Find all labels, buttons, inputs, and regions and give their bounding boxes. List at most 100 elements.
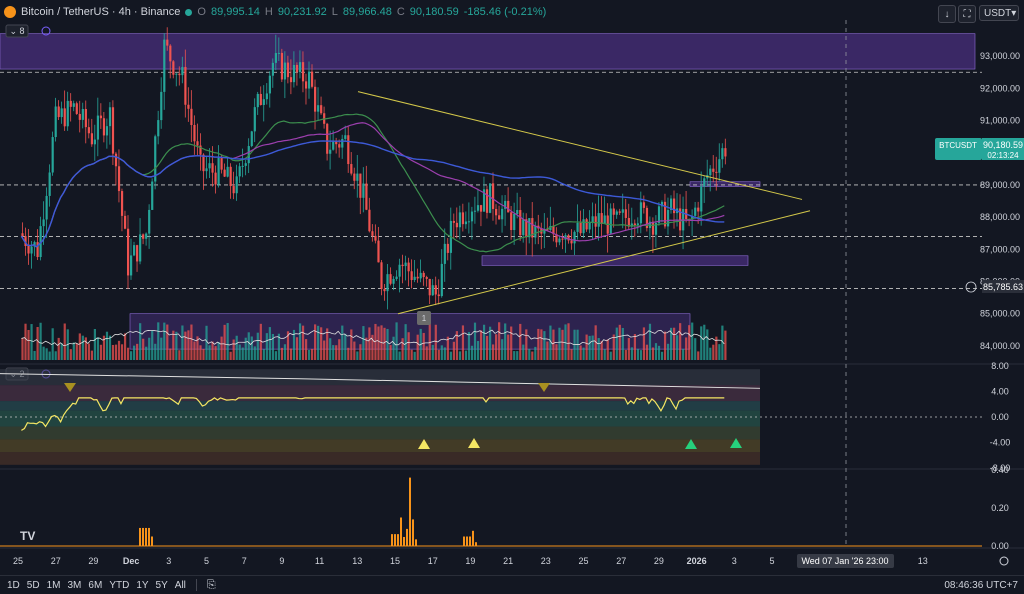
timeframe-3m[interactable]: 3M <box>67 579 82 591</box>
candle-body <box>244 163 247 166</box>
histogram-bar <box>142 527 144 546</box>
candle-body <box>75 103 78 114</box>
volume-bar <box>594 325 597 360</box>
candle-body <box>380 262 383 289</box>
timeframe-1m[interactable]: 1M <box>46 579 61 591</box>
volume-bar <box>99 344 103 360</box>
candle-body <box>148 209 151 234</box>
oscillator-tick: -8.00 <box>990 463 1011 473</box>
candle-body <box>697 207 700 212</box>
candle-body <box>311 71 314 87</box>
symbol-title[interactable]: Bitcoin / TetherUS · 4h · Binance <box>21 6 181 18</box>
timeframe-buttons: 1D 5D 1M 3M 6M YTD 1Y 5Y All <box>0 580 186 591</box>
volume-bar <box>220 336 223 360</box>
candle-body <box>308 71 311 89</box>
low-value: 89,966.48 <box>342 6 392 18</box>
candle-body <box>45 195 48 220</box>
candle-body <box>111 107 115 154</box>
candle-body <box>84 108 87 128</box>
volume-bar <box>96 337 100 360</box>
histogram-bar <box>469 536 471 546</box>
breakout-zone <box>689 181 761 187</box>
candle-body <box>36 242 39 258</box>
volume-bar <box>335 345 338 360</box>
volume-bar <box>561 329 564 360</box>
oscillator-line <box>21 397 725 431</box>
candle-body <box>317 105 320 112</box>
support-zone <box>481 255 749 266</box>
candle-body <box>630 223 633 227</box>
candle-body <box>344 135 347 139</box>
volume-bar <box>470 345 474 360</box>
timeframe-all[interactable]: All <box>174 579 186 591</box>
timeframe-1y[interactable]: 1Y <box>136 579 149 591</box>
download-icon[interactable]: ↓ <box>938 5 956 23</box>
candle-body <box>715 171 718 173</box>
bottom-toolbar: 1D 5D 1M 3M 6M YTD 1Y 5Y All ⎘ 08:46:36 UTC+7 <box>0 575 1024 594</box>
price-tick: 88,000.00 <box>980 212 1020 222</box>
volume-bar <box>676 335 679 360</box>
candle-body <box>320 105 323 114</box>
timeframe-5d[interactable]: 5D <box>26 579 40 591</box>
x-axis-tick: 5 <box>204 556 209 566</box>
timeframe-6m[interactable]: 6M <box>88 579 103 591</box>
candle-body <box>700 186 703 212</box>
volume-bar <box>157 322 160 360</box>
volume-bar <box>374 323 377 360</box>
volume-bar <box>136 343 139 360</box>
low-label: L <box>331 6 338 18</box>
histogram-tick: 0.40 <box>991 465 1009 475</box>
x-axis-tick: 27 <box>51 556 61 566</box>
volume-bar <box>552 329 555 360</box>
candle-body <box>588 222 591 230</box>
volume-bar <box>461 325 465 360</box>
oscillator-band <box>0 452 760 465</box>
volume-bar <box>425 346 428 360</box>
volume-bar <box>298 323 302 360</box>
timeframe-ytd[interactable]: YTD <box>109 579 130 591</box>
candle-body <box>232 186 235 194</box>
bullish-signal-icon <box>418 439 430 449</box>
candle-body <box>413 276 416 281</box>
volume-bar <box>181 325 184 360</box>
candle-body <box>467 221 471 223</box>
volume-bar <box>700 326 703 360</box>
volume-bar <box>537 328 540 360</box>
volume-bar <box>691 322 694 360</box>
chart-canvas[interactable]: 184,000.0085,000.0086,000.0087,000.0088,… <box>0 0 1024 575</box>
fullscreen-icon[interactable]: ⛶ <box>958 5 976 23</box>
candle-body <box>286 62 290 78</box>
volume-bar <box>226 323 229 360</box>
volume-bar <box>546 341 549 360</box>
candle-body <box>39 226 42 258</box>
volume-bar <box>75 343 78 360</box>
candle-body <box>271 62 274 76</box>
volume-bar <box>280 347 284 360</box>
candle-body <box>612 208 615 215</box>
timeframe-5y[interactable]: 5Y <box>155 579 168 591</box>
price-tick: 85,000.00 <box>980 309 1020 319</box>
volume-bar <box>111 344 115 360</box>
date-range-icon[interactable]: ⎘ <box>206 578 216 591</box>
volume-bar <box>304 339 308 360</box>
volume-bar <box>642 327 646 360</box>
volume-bar <box>271 333 274 360</box>
indicator-settings-icon <box>41 26 51 36</box>
candle-body <box>479 205 483 212</box>
price-tick: 93,000.00 <box>980 51 1020 61</box>
candle-body <box>639 202 643 224</box>
timeframe-1d[interactable]: 1D <box>7 579 20 591</box>
volume-bar <box>473 322 477 360</box>
candle-body <box>48 172 51 196</box>
candle-body <box>621 209 624 213</box>
volume-bar <box>627 338 630 360</box>
volume-bar <box>555 344 558 360</box>
volume-bar <box>431 344 434 360</box>
x-axis-tick: 29 <box>654 556 664 566</box>
candle-body <box>169 45 172 62</box>
volume-bar <box>591 335 594 360</box>
volume-bar <box>232 339 235 360</box>
volume-bar <box>464 350 468 360</box>
volume-bar <box>208 345 211 360</box>
currency-selector[interactable]: USDT ▾ <box>979 5 1019 21</box>
